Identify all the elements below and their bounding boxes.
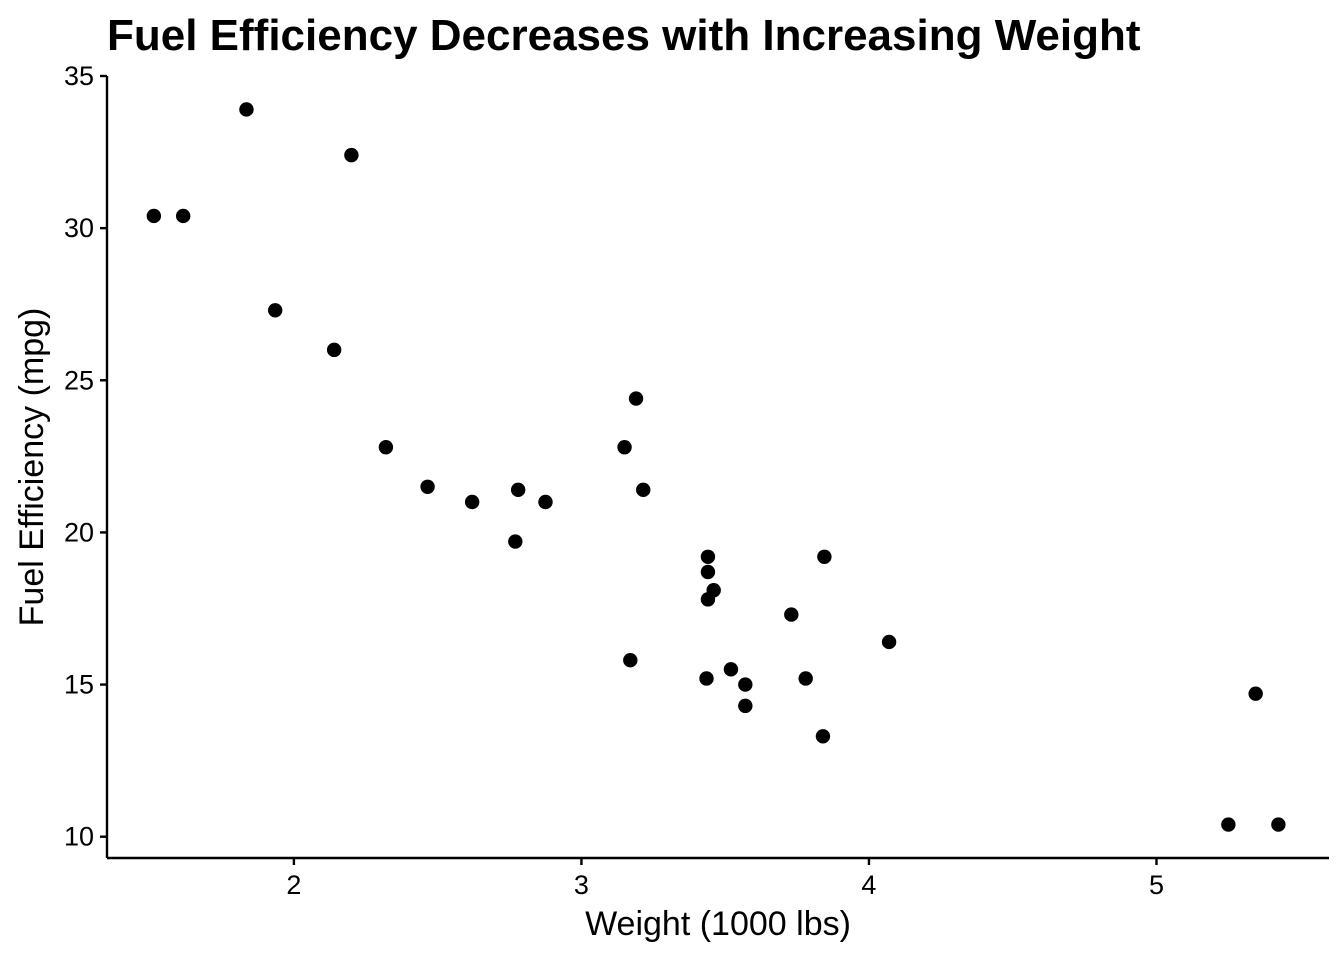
data-points [146, 102, 1286, 832]
data-point [738, 698, 753, 714]
data-point [378, 440, 394, 455]
x-tick-label: 3 [574, 870, 589, 900]
data-point [1248, 686, 1263, 701]
y-tick-label: 10 [64, 822, 94, 852]
data-point [700, 592, 716, 607]
data-point [817, 549, 832, 564]
y-tick-label: 25 [64, 365, 94, 395]
data-point [798, 671, 813, 686]
data-point [268, 303, 283, 318]
data-point [700, 549, 716, 564]
data-point [636, 482, 651, 498]
data-point [617, 440, 632, 455]
data-point [815, 729, 831, 744]
data-point [510, 482, 526, 498]
data-point [628, 391, 644, 406]
data-point [723, 662, 739, 677]
plot-area: 10 15 20 25 30 35 2 3 4 5 [64, 61, 1329, 900]
data-point [344, 147, 359, 163]
chart-title: Fuel Efficiency Decreases with Increasin… [107, 11, 1141, 60]
y-tick-label: 15 [64, 670, 94, 700]
data-point [784, 607, 799, 622]
data-point [881, 634, 897, 650]
data-point [700, 564, 716, 580]
x-tick-label: 4 [861, 870, 876, 900]
data-point [420, 479, 435, 494]
data-point [175, 208, 191, 224]
y-tick-label: 30 [64, 213, 94, 243]
x-axis-label: Weight (1000 lbs) [585, 905, 851, 943]
data-point [699, 671, 714, 686]
x-axis-ticks: 2 3 4 5 [286, 858, 1164, 900]
data-point [738, 677, 753, 692]
y-axis-ticks: 10 15 20 25 30 35 [64, 61, 107, 852]
data-point [326, 342, 342, 358]
data-point [1271, 817, 1286, 832]
data-point [508, 534, 523, 549]
y-axis-label: Fuel Efficiency (mpg) [13, 308, 51, 627]
data-point [1221, 817, 1236, 832]
data-point [623, 653, 638, 668]
data-point [464, 494, 480, 510]
x-tick-label: 5 [1149, 870, 1164, 900]
x-tick-label: 2 [286, 870, 301, 900]
data-point [538, 494, 553, 510]
data-point [146, 208, 162, 224]
data-point [239, 102, 254, 117]
y-tick-label: 35 [64, 61, 94, 91]
y-tick-label: 20 [64, 517, 94, 547]
